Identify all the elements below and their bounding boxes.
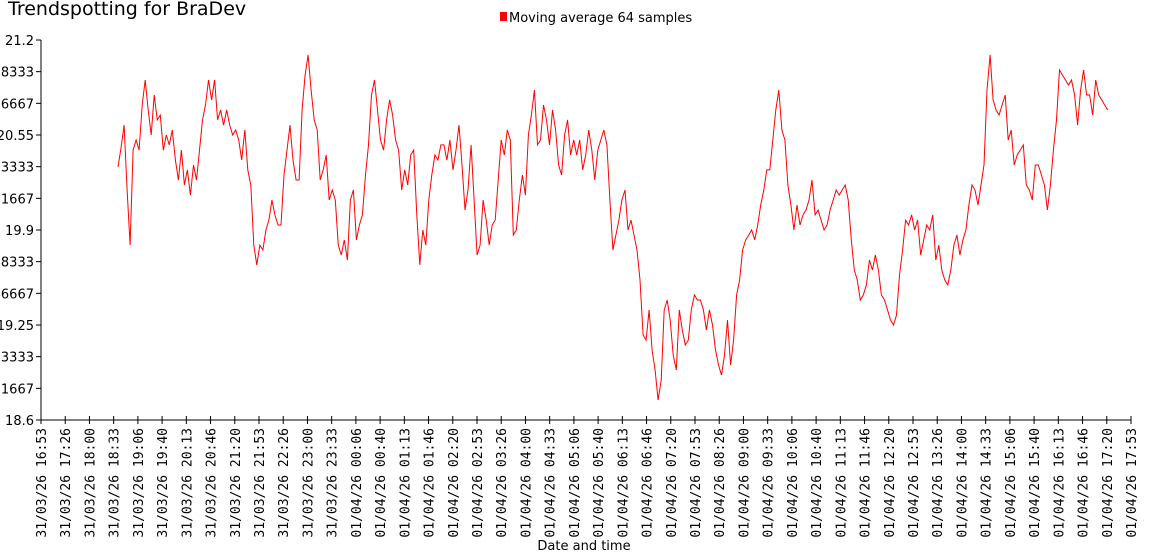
x-tick-label: 01/04/26 12:20: [883, 428, 898, 538]
x-tick-label: 01/04/26 15:06: [1004, 428, 1019, 538]
x-tick-label: 31/03/26 20:46: [205, 428, 220, 538]
x-tick-label: 01/04/26 05:40: [592, 428, 607, 538]
y-tick-label: 19.25: [0, 319, 34, 334]
x-tick-label: 31/03/26 16:53: [35, 428, 50, 538]
legend-swatch: [500, 12, 507, 21]
y-tick-label: 18.81667: [0, 382, 34, 397]
y-tick-label: 20.11667: [0, 192, 34, 207]
x-tick-label: 01/04/26 00:40: [374, 428, 389, 538]
x-tick-label: 01/04/26 07:53: [689, 428, 704, 538]
x-tick-label: 01/04/26 12:53: [907, 428, 922, 538]
x-tick-label: 01/04/26 17:53: [1125, 428, 1140, 538]
x-tick-label: 01/04/26 04:00: [519, 428, 534, 538]
x-tick-label: 01/04/26 13:26: [931, 428, 946, 538]
legend-label: Moving average 64 samples: [509, 11, 692, 26]
x-tick-label: 01/04/26 01:46: [423, 428, 438, 538]
x-tick-label: 01/04/26 07:20: [665, 428, 680, 538]
x-tick-label: 01/04/26 05:06: [568, 428, 583, 538]
x-tick-label: 31/03/26 23:33: [326, 428, 341, 538]
x-tick-label: 01/04/26 15:40: [1028, 428, 1043, 538]
x-tick-label: 01/04/26 16:13: [1052, 428, 1067, 538]
x-tick-label: 31/03/26 23:00: [301, 428, 316, 538]
x-tick-label: 31/03/26 18:33: [108, 428, 123, 538]
x-tick-label: 01/04/26 02:53: [471, 428, 486, 538]
y-tick-label: 20.55: [0, 129, 34, 144]
x-tick-label: 01/04/26 06:46: [641, 428, 656, 538]
x-tick-label: 01/04/26 10:06: [786, 428, 801, 538]
x-tick-label: 01/04/26 09:33: [762, 428, 777, 538]
legend: Moving average 64 samples: [500, 11, 692, 26]
chart-title: Trendspotting for BraDev: [8, 0, 247, 20]
x-tick-label: 31/03/26 21:20: [229, 428, 244, 538]
x-tick-label: 01/04/26 11:46: [859, 428, 874, 538]
x-tick-label: 01/04/26 09:00: [737, 428, 752, 538]
x-tick-label: 01/04/26 01:13: [398, 428, 413, 538]
x-tick-label: 01/04/26 00:06: [350, 428, 365, 538]
y-tick-label: 20.33333: [0, 161, 34, 176]
series-line-moving-average: [117, 54, 1109, 401]
x-tick-label: 01/04/26 06:13: [616, 428, 631, 538]
x-axis: 31/03/26 16:53 31/03/26 17:26 31/03/26 18:…: [35, 416, 1140, 538]
x-tick-label: 31/03/26 19:40: [156, 428, 171, 538]
y-tick-label: 18.6: [5, 414, 34, 429]
y-tick-label: 19.03333: [0, 351, 34, 366]
y-tick-label: 19.68333: [0, 256, 34, 271]
x-tick-label: 01/04/26 03:26: [495, 428, 510, 538]
x-axis-title: Date and time: [537, 539, 630, 554]
x-tick-label: 01/04/26 14:00: [955, 428, 970, 538]
x-tick-label: 01/04/26 08:26: [713, 428, 728, 538]
x-tick-label: 31/03/26 18:00: [83, 428, 98, 538]
y-tick-label: 21.2: [5, 34, 34, 49]
x-tick-label: 31/03/26 21:53: [253, 428, 268, 538]
x-tick-label: 01/04/26 04:33: [544, 428, 559, 538]
x-tick-label: 31/03/26 22:26: [277, 428, 292, 538]
x-tick-label: 31/03/26 20:13: [180, 428, 195, 538]
y-tick-label: 19.9: [5, 224, 34, 239]
x-tick-label: 01/04/26 11:13: [834, 428, 849, 538]
x-tick-label: 01/04/26 16:46: [1077, 428, 1092, 538]
y-tick-label: 19.46667: [0, 287, 34, 302]
x-tick-label: 01/04/26 02:20: [447, 428, 462, 538]
x-tick-label: 31/03/26 19:06: [132, 428, 147, 538]
x-tick-label: 31/03/26 17:26: [59, 428, 74, 538]
x-tick-label: 01/04/26 10:40: [810, 428, 825, 538]
x-tick-label: 01/04/26 17:20: [1101, 428, 1116, 538]
x-tick-label: 01/04/26 14:33: [980, 428, 995, 538]
y-tick-label: 20.76667: [0, 97, 34, 112]
